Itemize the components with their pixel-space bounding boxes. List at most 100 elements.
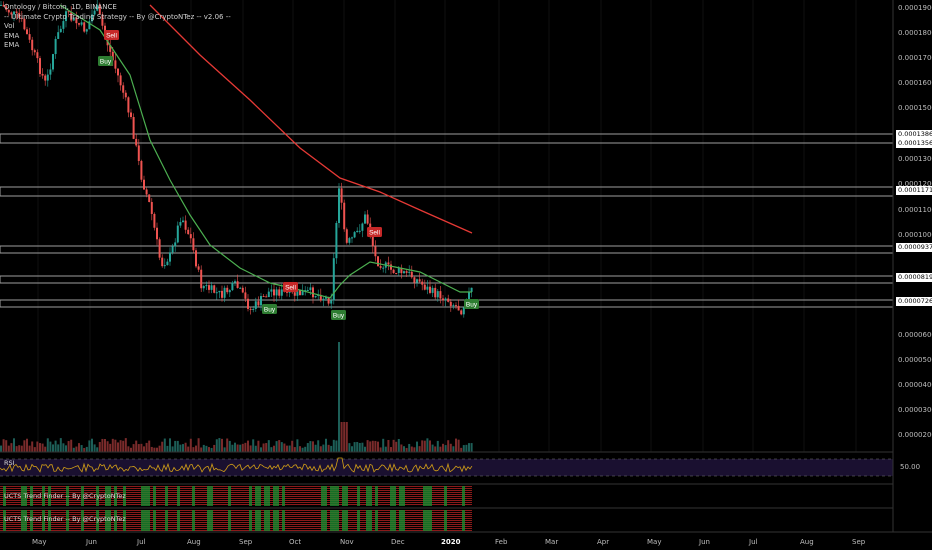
- volume-bar: [62, 443, 65, 452]
- symbol-title[interactable]: Ontology / Bitcoin, 1D, BINANCE: [4, 3, 117, 11]
- indicator-ema-1[interactable]: EMA: [4, 31, 20, 40]
- volume-bar: [390, 447, 392, 452]
- signal-sell: Sell: [104, 30, 119, 40]
- ema-slow-line: [149, 4, 473, 234]
- volume-bar: [421, 440, 424, 452]
- rsi-title[interactable]: RSI: [4, 459, 15, 467]
- volume-bar: [176, 440, 179, 452]
- volume-bar: [312, 441, 314, 452]
- level-price-tag: 0.00013569: [896, 139, 932, 148]
- volume-bar: [70, 439, 73, 452]
- candle-body: [379, 266, 382, 268]
- volume-bar: [184, 442, 187, 452]
- signal-marker: [283, 282, 298, 292]
- volume-bar: [117, 442, 119, 452]
- volume-bar: [13, 438, 15, 452]
- trend-bull-segment: [81, 510, 84, 531]
- volume-bar: [174, 440, 177, 452]
- volume-bar: [114, 439, 117, 452]
- trend-bull-segment: [264, 486, 267, 506]
- candle-body: [244, 292, 247, 299]
- trend-bull-segment: [48, 486, 51, 506]
- volume-bar: [213, 444, 216, 452]
- trade-signals: Sell Buy Sell Buy Sell Buy Buy: [98, 30, 479, 320]
- volume-bar: [306, 443, 309, 452]
- volume-bar: [270, 447, 273, 452]
- candle-body: [101, 14, 104, 26]
- volume-bar: [33, 447, 36, 452]
- volume-bar: [343, 422, 346, 452]
- volume-bar: [358, 442, 361, 452]
- volume-bar: [325, 438, 327, 452]
- candle-body: [309, 287, 312, 291]
- volume-bar: [249, 445, 252, 452]
- volume-bar: [93, 444, 96, 452]
- volume-bar: [301, 447, 304, 452]
- volume-bar: [171, 446, 174, 452]
- candle-body: [72, 17, 75, 21]
- candle-body: [413, 277, 416, 283]
- candle-body: [221, 290, 223, 298]
- trend-bull-segment: [192, 486, 195, 506]
- trend-bull-segment: [48, 510, 51, 531]
- trend-bull-segment: [258, 486, 261, 506]
- candle-body: [382, 267, 385, 269]
- volume-bar: [319, 446, 322, 452]
- candle-body: [426, 286, 429, 290]
- candle-body: [431, 287, 434, 293]
- candle-body: [135, 138, 138, 146]
- trend-bull-segment: [444, 510, 447, 531]
- volume-bar: [156, 447, 158, 452]
- candle-body: [273, 289, 275, 296]
- trend-bull-segment: [330, 486, 333, 506]
- trend-stripe: [0, 492, 472, 493]
- volume-bar: [143, 446, 145, 452]
- volume-bar: [10, 443, 13, 452]
- trend-bull-segment: [333, 486, 336, 506]
- trend-stripe: [0, 516, 472, 517]
- trend-bull-segment: [342, 486, 345, 506]
- volume-bars: [0, 342, 473, 452]
- trend-bull-segment: [66, 510, 69, 531]
- volume-bar: [187, 446, 190, 452]
- volume-bar: [444, 445, 447, 452]
- trend-bull-segment: [369, 510, 372, 531]
- trend-finder-title-2[interactable]: UCTS Trend Finder -- By @CryptoNTez: [4, 515, 126, 523]
- candle-body: [423, 284, 426, 290]
- volume-bar: [309, 441, 312, 452]
- volume-bar: [413, 447, 416, 452]
- time-tick: Jul: [749, 538, 758, 546]
- trend-bull-segment: [30, 510, 33, 531]
- level-price-tag: 0.00007260: [896, 297, 932, 306]
- volume-bar: [314, 444, 317, 452]
- candle-body: [332, 258, 335, 301]
- candle-body: [364, 214, 366, 224]
- trend-finder-title-1[interactable]: UCTS Trend Finder -- By @CryptoNTez: [4, 492, 126, 500]
- candle-body: [421, 281, 424, 285]
- candle-body: [5, 6, 8, 10]
- volume-bar: [369, 441, 372, 452]
- indicator-vol[interactable]: Vol: [4, 22, 15, 30]
- trend-bull-segment: [108, 486, 111, 506]
- trend-bull-segment: [255, 486, 258, 506]
- volume-bar: [135, 440, 138, 452]
- trend-bull-segment: [429, 510, 432, 531]
- candle-body: [371, 236, 374, 247]
- volume-bar: [228, 440, 231, 452]
- candle-body: [418, 279, 421, 282]
- volume-bar: [457, 439, 460, 452]
- candle-body: [374, 246, 377, 257]
- price-tick: 0.00003000: [898, 406, 932, 414]
- strategy-title[interactable]: -- Ultimate Crypto Trading Strategy -- B…: [4, 12, 231, 21]
- candle-body: [65, 11, 67, 22]
- chart-grid: [37, 0, 857, 452]
- volume-bar: [80, 445, 83, 452]
- volume-bar: [36, 441, 39, 452]
- volume-bar: [299, 446, 301, 452]
- indicator-ema-2[interactable]: EMA: [4, 41, 20, 49]
- rsi-pane: [0, 457, 893, 477]
- trend-bull-segment: [123, 486, 126, 506]
- volume-bar: [353, 442, 356, 452]
